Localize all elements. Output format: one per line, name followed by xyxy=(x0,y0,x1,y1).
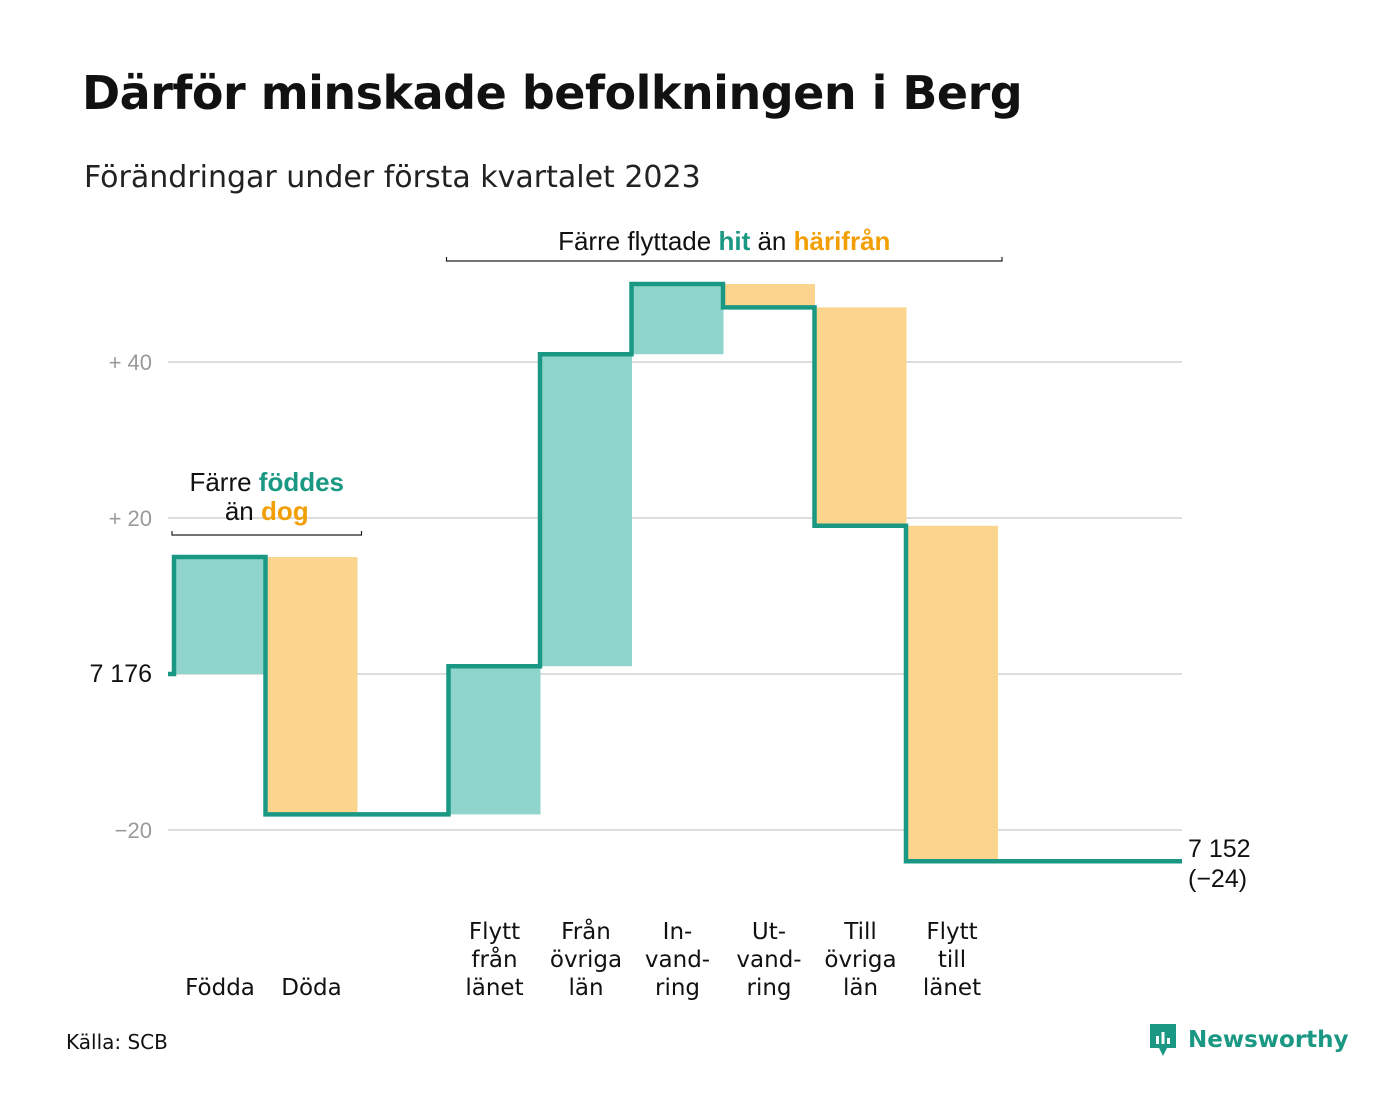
category-label-till-ovriga-lan: Till xyxy=(843,919,877,945)
category-label-fodda: Födda xyxy=(185,975,255,1001)
bar-doda xyxy=(265,557,358,815)
annotation-bracket xyxy=(171,531,363,536)
annotation-text: föddes xyxy=(259,467,344,497)
annotation-bracket xyxy=(445,257,1003,262)
chart-subtitle: Förändringar under första kvartalet 2023 xyxy=(84,160,701,195)
category-label-invandring: vand- xyxy=(645,947,710,973)
annotation-births-deaths-line: än dog xyxy=(225,496,309,526)
category-label-utvandring: vand- xyxy=(736,947,801,973)
category-label-fran-ovriga-lan: län xyxy=(568,975,603,1001)
bar-invandring xyxy=(631,284,724,355)
bar-flytt-till-lanet xyxy=(906,525,998,862)
bar-flytt-fran-lanet xyxy=(448,666,541,815)
y-axis-ticks: + 40 + 20 7 176 −20 xyxy=(89,350,152,843)
category-label-invandring: In- xyxy=(663,919,693,945)
annotation-text: hit xyxy=(718,226,750,256)
end-change-label: (−24) xyxy=(1188,865,1247,893)
bar-fran-ovriga-lan xyxy=(540,354,632,667)
annotation-text: härifrån xyxy=(794,226,891,256)
category-label-utvandring: ring xyxy=(746,975,791,1001)
category-label-doda: Döda xyxy=(281,975,341,1001)
category-label-flytt-fran-lanet: Flytt xyxy=(469,919,520,945)
bars xyxy=(174,284,998,862)
cumulative-step-line xyxy=(168,281,1182,864)
step-line xyxy=(168,281,1182,864)
category-label-flytt-till-lanet: länet xyxy=(923,975,981,1001)
category-label-invandring: ring xyxy=(655,975,700,1001)
x-axis-categories: Födda DödaFlyttfrånlänetFrånövrigalänIn-v… xyxy=(185,917,981,1001)
bar-till-ovriga-lan xyxy=(814,307,907,526)
annotation-migration-line: Färre flyttade hit än härifrån xyxy=(558,226,890,256)
grid-lines xyxy=(168,361,1182,831)
category-label-flytt-till-lanet: Flytt xyxy=(926,919,977,945)
category-label-fran-ovriga-lan: övriga xyxy=(550,947,622,973)
category-label-till-ovriga-lan: övriga xyxy=(824,947,896,973)
y-tick-label: −20 xyxy=(115,818,152,843)
newsworthy-logo-icon xyxy=(1150,1024,1176,1056)
category-label-till-ovriga-lan: län xyxy=(843,975,878,1001)
annotation-text: än xyxy=(750,226,793,256)
y-tick-label: + 40 xyxy=(109,350,152,375)
y-tick-label: + 20 xyxy=(109,506,152,531)
annotation-text: dog xyxy=(261,496,309,526)
category-label-fran-ovriga-lan: Från xyxy=(561,917,611,945)
annotation-text: Färre xyxy=(189,467,258,497)
brand-name: Newsworthy xyxy=(1188,1027,1349,1053)
source-note: Källa: SCB xyxy=(66,1030,168,1054)
annotation-text: än xyxy=(225,496,261,526)
y-tick-label: 7 176 xyxy=(89,660,152,688)
category-label-flytt-till-lanet: till xyxy=(938,947,966,973)
category-label-utvandring: Ut- xyxy=(752,919,786,945)
end-value: 7 152(−24) xyxy=(1188,835,1251,893)
chart-title: Därför minskade befolkningen i Berg xyxy=(82,66,1023,120)
category-label-flytt-fran-lanet: länet xyxy=(465,975,523,1001)
end-value-label: 7 152 xyxy=(1188,835,1251,863)
annotation-text: Färre flyttade xyxy=(558,226,718,256)
annotation-births-deaths-line: Färre föddes xyxy=(189,467,344,497)
bar-utvandring xyxy=(723,284,815,308)
category-label-flytt-fran-lanet: från xyxy=(471,945,517,973)
newsworthy-logo[interactable]: Newsworthy xyxy=(1148,1022,1349,1058)
bar-fodda xyxy=(174,557,266,674)
